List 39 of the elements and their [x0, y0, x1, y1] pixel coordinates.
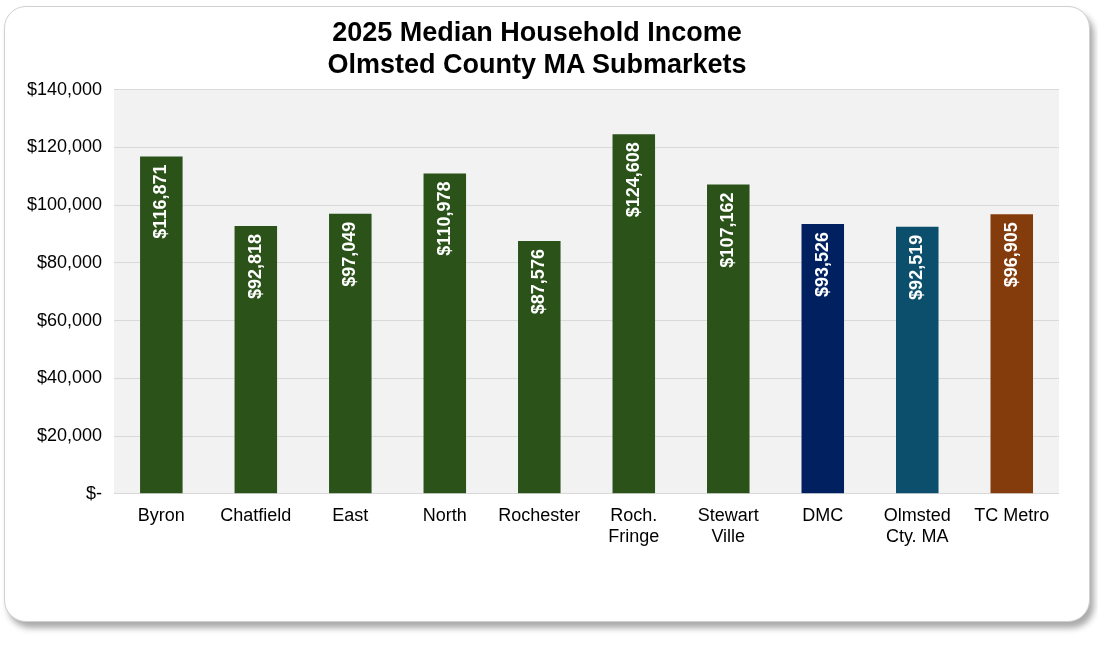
- bar: [896, 226, 939, 494]
- x-tick-label: TC Metro: [974, 504, 1050, 525]
- bar: [612, 134, 656, 494]
- bar: [140, 156, 183, 494]
- y-tick-label: $-: [86, 482, 103, 503]
- bar: [990, 214, 1034, 494]
- x-tick-label: DMC: [802, 504, 844, 525]
- y-tick-label: $40,000: [37, 367, 103, 388]
- x-tick-label: Byron: [137, 504, 185, 525]
- chart-title: 2025 Median Household Income Olmsted County MA Submarkets: [327, 16, 747, 80]
- data-label: $116,871: [150, 164, 171, 239]
- data-label: $87,576: [528, 249, 549, 315]
- bar: [234, 225, 278, 494]
- bar: [707, 184, 750, 494]
- data-label: $92,818: [244, 233, 265, 300]
- data-label: $110,978: [433, 181, 454, 256]
- data-label: $97,049: [339, 221, 360, 287]
- y-tick-label: $120,000: [27, 136, 103, 157]
- data-label: $107,162: [717, 192, 738, 268]
- data-label: $93,526: [811, 231, 832, 297]
- x-tick-label: Rochester: [498, 504, 581, 525]
- bar: [423, 173, 467, 494]
- bar: [801, 223, 845, 494]
- data-label: $92,519: [906, 234, 927, 300]
- y-tick-label: $140,000: [27, 78, 103, 99]
- x-tick-label: East: [332, 504, 369, 525]
- y-tick-label: $100,000: [27, 194, 103, 215]
- data-label: $96,905: [1000, 222, 1021, 288]
- x-tick-label: Roch. Fringe: [608, 504, 660, 547]
- bar: [518, 241, 561, 494]
- x-tick-label: Stewart Ville: [697, 504, 759, 547]
- x-tick-label: Chatfield: [220, 504, 292, 525]
- x-tick-label: North: [422, 504, 467, 525]
- x-tick-label: Olmsted Cty. MA: [883, 504, 951, 547]
- y-tick-label: $60,000: [37, 309, 103, 330]
- y-tick-label: $80,000: [37, 251, 103, 272]
- data-label: $124,608: [622, 142, 643, 218]
- bar: [329, 213, 372, 494]
- y-tick-label: $20,000: [37, 425, 103, 446]
